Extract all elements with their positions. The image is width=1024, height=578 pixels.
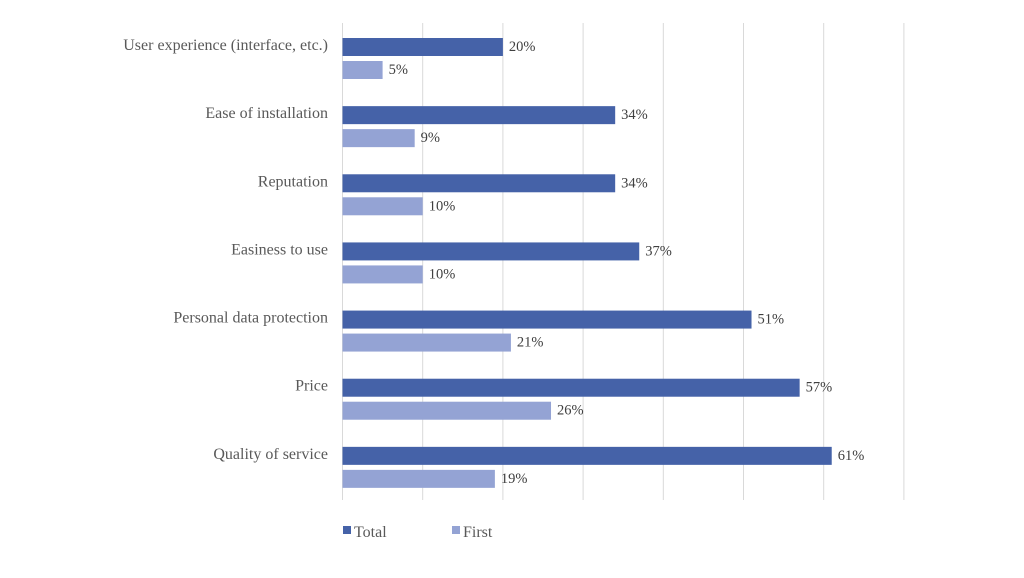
data-label-first: 10% [429, 198, 456, 214]
category-label: User experience (interface, etc.) [123, 37, 328, 54]
legend-label-total: Total [354, 524, 387, 541]
bar-total [342, 378, 800, 397]
data-label-total: 37% [645, 243, 672, 259]
category-label: Ease of installation [205, 105, 328, 122]
legend-swatch-first [452, 526, 460, 534]
bar-first [342, 61, 383, 79]
data-label-first: 9% [421, 130, 440, 146]
bar-first [342, 469, 495, 488]
category-label: Quality of service [213, 446, 328, 463]
data-label-first: 10% [429, 266, 456, 282]
legend-swatch-total [343, 526, 351, 534]
data-label-total: 57% [806, 380, 833, 396]
data-label-first: 19% [501, 471, 528, 487]
bar-total [342, 310, 752, 329]
category-label: Price [295, 378, 328, 395]
category-label: Easiness to use [231, 241, 328, 258]
bar-total [342, 106, 616, 125]
data-label-first: 21% [517, 335, 544, 351]
data-label-total: 20% [509, 39, 536, 55]
bar-first [342, 333, 511, 352]
data-label-total: 34% [621, 107, 648, 123]
bar-total [342, 446, 832, 465]
data-label-first: 26% [557, 403, 584, 419]
category-label: Reputation [258, 173, 328, 190]
bar-total [342, 174, 616, 193]
data-label-total: 51% [758, 312, 785, 328]
bar-total [342, 242, 640, 261]
data-label-total: 34% [621, 175, 648, 191]
data-label-first: 5% [389, 62, 408, 78]
bar-first [342, 129, 415, 148]
category-label: Personal data protection [173, 310, 328, 327]
bar-first [342, 265, 423, 284]
bar-total [342, 38, 503, 56]
data-label-total: 61% [838, 448, 865, 464]
bar-first [342, 197, 423, 216]
bar-first [342, 401, 552, 420]
legend-label-first: First [463, 524, 493, 541]
